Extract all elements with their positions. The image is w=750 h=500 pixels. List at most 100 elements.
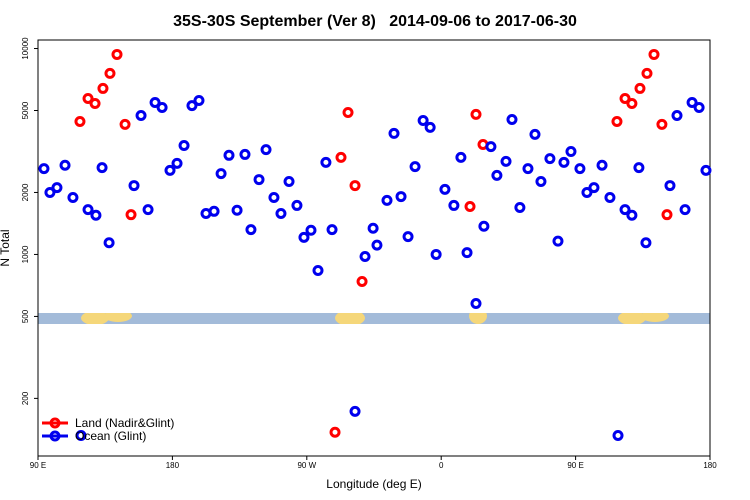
point [388, 127, 400, 139]
x-tick-label: 90 W [297, 461, 316, 470]
point [359, 251, 371, 263]
point [326, 224, 338, 236]
point [164, 164, 176, 176]
point [283, 176, 295, 188]
point [291, 199, 303, 211]
point [74, 116, 86, 128]
point [89, 97, 101, 109]
point [522, 163, 534, 175]
point [90, 209, 102, 221]
point [461, 247, 473, 259]
point [223, 149, 235, 161]
point [395, 191, 407, 203]
plot-frame [37, 39, 711, 457]
point [320, 156, 332, 168]
point [142, 204, 154, 216]
point [409, 161, 421, 173]
point [485, 141, 497, 153]
point [648, 48, 660, 60]
point [619, 204, 631, 216]
point [491, 169, 503, 181]
point [367, 222, 379, 234]
point [535, 176, 547, 188]
point [171, 157, 183, 169]
point [565, 146, 577, 158]
point [149, 96, 161, 108]
point [381, 194, 393, 206]
point [342, 107, 354, 119]
point [305, 224, 317, 236]
x-tick-label: 90 E [567, 461, 583, 470]
point [478, 220, 490, 232]
point [59, 159, 71, 171]
point [275, 208, 287, 220]
point [67, 192, 79, 204]
legend-marker [49, 417, 61, 429]
point [596, 159, 608, 171]
point [82, 92, 94, 104]
point [430, 248, 442, 260]
point [349, 405, 361, 417]
point [178, 140, 190, 152]
point [506, 114, 518, 126]
point [558, 156, 570, 168]
map-strip [38, 313, 710, 324]
point [135, 109, 147, 121]
point [661, 209, 673, 221]
legend-label: Ocean (Glint) [75, 429, 146, 443]
point [619, 92, 631, 104]
point [448, 199, 460, 211]
point [656, 118, 668, 130]
point [128, 180, 140, 192]
point [671, 109, 683, 121]
point [470, 108, 482, 120]
point [514, 202, 526, 214]
point [626, 209, 638, 221]
y-tick-label: 10000 [21, 37, 30, 60]
point [417, 115, 429, 127]
point [260, 144, 272, 156]
x-tick-label: 0 [439, 461, 444, 470]
point [111, 48, 123, 60]
point [626, 97, 638, 109]
point [640, 237, 652, 249]
legend-label: Land (Nadir&Glint) [75, 416, 174, 430]
point [686, 96, 698, 108]
point [700, 164, 712, 176]
point [529, 128, 541, 140]
y-tick-label: 1000 [21, 245, 30, 263]
point [604, 192, 616, 204]
legend-marker [49, 430, 61, 442]
x-tick-label: 180 [166, 461, 180, 470]
point [103, 237, 115, 249]
point [186, 100, 198, 112]
y-tick-label: 500 [21, 309, 30, 323]
point [239, 148, 251, 160]
y-tick-label: 200 [21, 391, 30, 405]
point [97, 82, 109, 94]
x-axis-label: Longitude (deg E) [326, 477, 421, 491]
chart-title: 35S-30S September (Ver 8) 2014-09-06 to … [173, 13, 577, 30]
point [424, 121, 436, 133]
point [581, 186, 593, 198]
y-tick-label: 2000 [21, 183, 30, 201]
point [312, 264, 324, 276]
point [588, 182, 600, 194]
point [544, 153, 556, 165]
y-axis-label: N Total [0, 229, 12, 266]
point [679, 204, 691, 216]
point [371, 239, 383, 251]
point [634, 82, 646, 94]
point [51, 182, 63, 194]
point [464, 200, 476, 212]
point [156, 102, 168, 114]
point [470, 297, 482, 309]
point [193, 95, 205, 107]
point [552, 235, 564, 247]
point [215, 168, 227, 180]
point [104, 67, 116, 79]
point [439, 183, 451, 195]
point [356, 275, 368, 287]
point [402, 231, 414, 243]
